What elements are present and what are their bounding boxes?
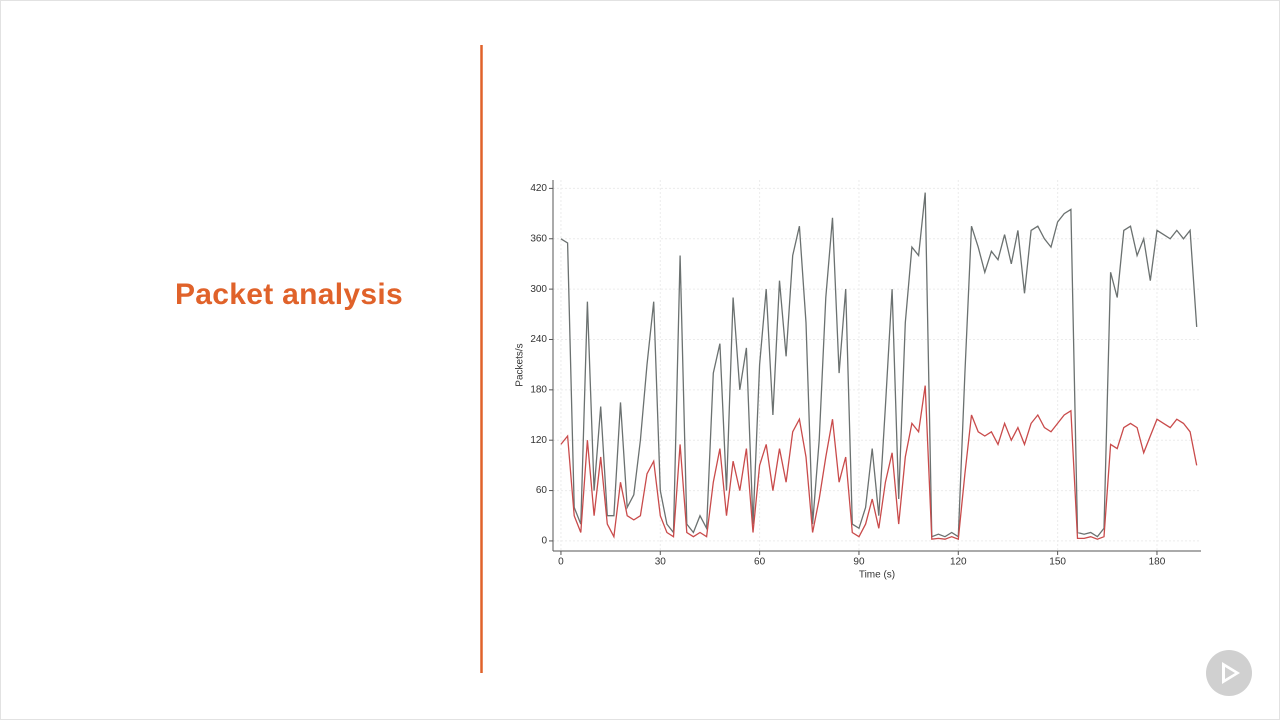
- y-tick-label: 300: [530, 284, 547, 295]
- x-tick-label: 0: [558, 557, 564, 568]
- y-tick-label: 180: [530, 384, 547, 395]
- plot-area: 0 60 120 180 240 300 360 420 0 30 60 90 120 150 180: [530, 180, 1201, 568]
- play-icon: [1222, 662, 1240, 684]
- y-axis-label: Packets/s: [515, 343, 526, 386]
- y-tick-label: 360: [530, 233, 547, 244]
- y-tick-label: 420: [530, 183, 547, 194]
- y-tick-label: 60: [536, 485, 548, 496]
- play-button[interactable]: [1206, 650, 1252, 696]
- x-tick-label: 30: [655, 557, 667, 568]
- x-tick-label: 180: [1149, 557, 1166, 568]
- y-tick-label: 0: [541, 536, 547, 547]
- series-line: [560, 192, 1198, 538]
- x-axis-label: Time (s): [859, 570, 895, 581]
- x-tick-label: 120: [950, 557, 967, 568]
- series-line: [560, 385, 1198, 541]
- x-tick-label: 150: [1049, 557, 1066, 568]
- x-tick-label: 90: [853, 557, 865, 568]
- y-tick-label: 240: [530, 334, 547, 345]
- y-tick-label: 120: [530, 435, 547, 446]
- slide-title: Packet analysis: [175, 278, 403, 311]
- x-tick-label: 60: [754, 557, 766, 568]
